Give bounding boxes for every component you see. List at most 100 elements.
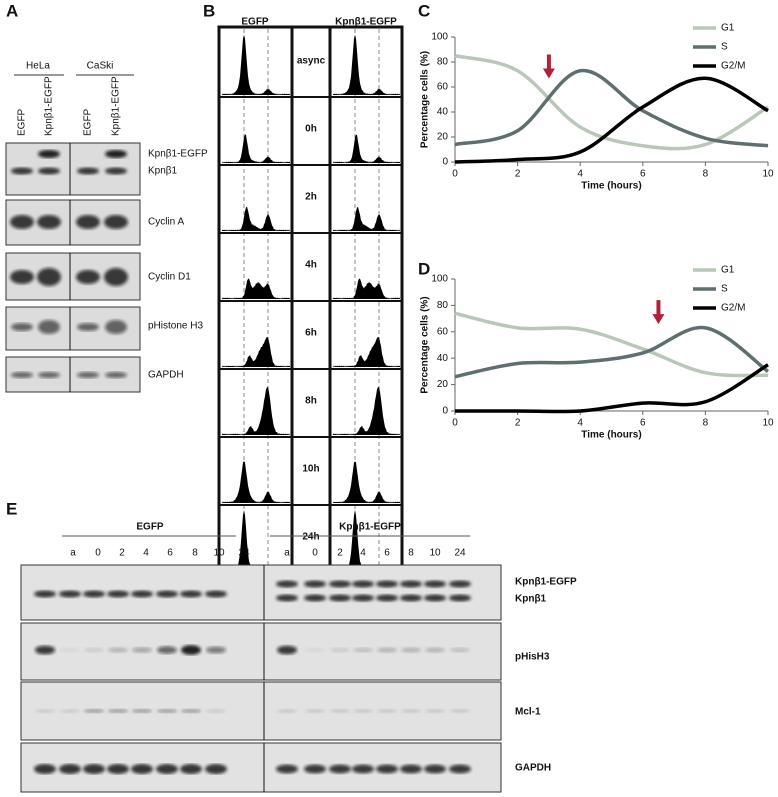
band xyxy=(400,764,422,774)
band xyxy=(104,215,128,229)
blot-label: GAPDH xyxy=(148,370,184,381)
band xyxy=(105,150,127,158)
x-tick-label: 4 xyxy=(577,418,583,429)
band xyxy=(425,647,445,653)
timepoint-label: 24h xyxy=(302,532,319,543)
band xyxy=(11,167,33,175)
band xyxy=(59,764,81,774)
y-axis-title: Percentage cells (%) xyxy=(420,296,431,393)
band xyxy=(205,764,227,774)
y-tick-label: 60 xyxy=(437,82,449,93)
x-tick-label: 8 xyxy=(703,169,709,180)
band xyxy=(84,647,104,653)
histogram xyxy=(333,278,400,299)
histogram xyxy=(222,35,290,95)
blot-label: Kpnβ1-EGFP xyxy=(148,149,208,160)
band xyxy=(352,764,374,774)
band xyxy=(352,580,374,588)
histogram xyxy=(333,337,400,367)
panel-label: D xyxy=(418,259,430,278)
band xyxy=(424,764,446,774)
band xyxy=(77,372,99,378)
band xyxy=(206,709,226,713)
legend-label: G2/M xyxy=(721,61,745,72)
y-tick-label: 40 xyxy=(437,107,449,118)
lane-label: 0 xyxy=(95,548,101,559)
band xyxy=(377,709,397,713)
band xyxy=(34,590,56,598)
x-tick-label: 10 xyxy=(762,169,774,180)
band xyxy=(76,270,100,284)
lane-label: 24 xyxy=(454,548,466,559)
legend-label: G1 xyxy=(721,265,735,276)
legend-label: G2/M xyxy=(721,303,745,314)
band xyxy=(156,764,178,774)
y-tick-label: 60 xyxy=(437,326,449,337)
band xyxy=(107,590,129,598)
band xyxy=(329,594,351,602)
series-line xyxy=(454,311,769,378)
lane-label: 10 xyxy=(429,548,441,559)
lane-label: 2 xyxy=(337,548,343,559)
band xyxy=(205,590,227,598)
band xyxy=(59,590,81,598)
y-tick-label: 80 xyxy=(437,300,449,311)
band xyxy=(38,167,60,175)
band xyxy=(180,590,202,598)
band xyxy=(37,215,61,229)
timepoint-label: 10h xyxy=(302,464,319,475)
band xyxy=(206,646,226,654)
cell-line-label: CaSki xyxy=(87,61,114,72)
panel-label: A xyxy=(6,1,18,20)
histogram xyxy=(333,461,400,503)
histogram xyxy=(222,134,290,163)
timepoint-label: 6h xyxy=(305,328,317,339)
band xyxy=(104,268,128,286)
histogram xyxy=(333,206,400,231)
band xyxy=(83,764,105,774)
band xyxy=(38,320,60,334)
x-tick-label: 0 xyxy=(452,169,458,180)
band xyxy=(157,646,177,654)
annotation-arrow xyxy=(652,300,665,325)
band xyxy=(108,709,128,713)
blot-label: Kpnβ1 xyxy=(148,166,178,177)
x-tick-label: 10 xyxy=(762,418,774,429)
band xyxy=(449,594,471,602)
lane-label: 4 xyxy=(360,548,366,559)
timepoint-label: async xyxy=(297,56,326,67)
lane-label: EGFP xyxy=(83,108,94,136)
series-line xyxy=(454,76,769,164)
blot-label: Kpnβ1 xyxy=(515,594,547,605)
blot-label: pHisH3 xyxy=(515,652,550,663)
band xyxy=(330,709,350,713)
series-line xyxy=(454,325,770,379)
blot-label: Cyclin D1 xyxy=(148,272,191,283)
band xyxy=(330,647,350,653)
lane-label: 0 xyxy=(312,548,318,559)
y-tick-label: 20 xyxy=(437,132,449,143)
band xyxy=(376,580,398,588)
band xyxy=(131,764,153,774)
band xyxy=(377,647,397,653)
band xyxy=(181,645,201,655)
lane-label: 6 xyxy=(384,548,390,559)
band xyxy=(304,594,326,602)
lane-label: 4 xyxy=(143,548,149,559)
series-line xyxy=(454,68,769,148)
legend-label: G1 xyxy=(721,23,735,34)
histogram xyxy=(222,206,290,231)
band xyxy=(401,709,421,713)
group-label: EGFP xyxy=(136,522,164,533)
annotation-arrow xyxy=(542,54,555,79)
band xyxy=(108,647,128,653)
band xyxy=(304,580,326,588)
blot-label: Cyclin A xyxy=(148,217,184,228)
series-line xyxy=(454,363,769,414)
band xyxy=(276,764,298,774)
blot-label: Mcl-1 xyxy=(515,707,541,718)
y-tick-label: 0 xyxy=(442,157,448,168)
histogram xyxy=(222,278,290,299)
x-tick-label: 0 xyxy=(452,418,458,429)
lane-label: EGFP xyxy=(17,108,28,136)
